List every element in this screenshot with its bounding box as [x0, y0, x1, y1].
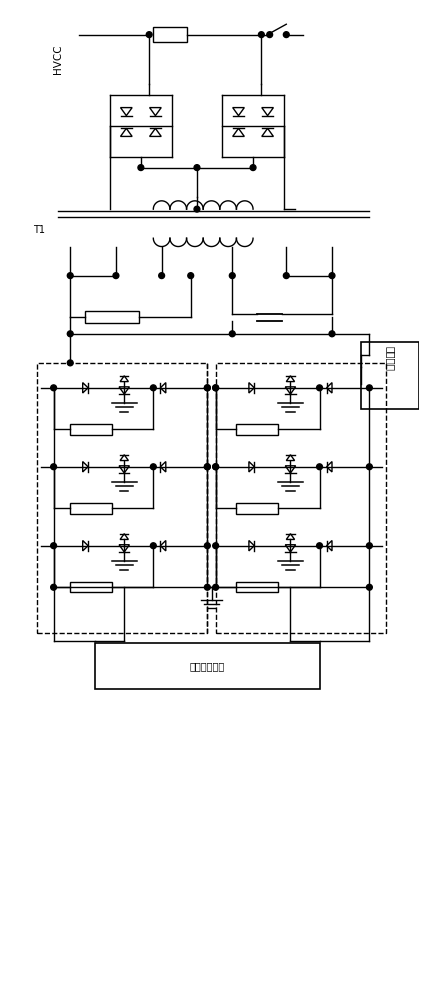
Circle shape: [146, 32, 152, 38]
Circle shape: [283, 32, 289, 38]
Circle shape: [151, 464, 156, 470]
Bar: [95, 643, 319, 689]
Bar: [216, 363, 386, 633]
Circle shape: [267, 32, 272, 38]
Circle shape: [67, 331, 73, 337]
Circle shape: [229, 331, 235, 337]
Circle shape: [204, 385, 210, 391]
Circle shape: [188, 273, 194, 279]
Circle shape: [204, 385, 210, 391]
Circle shape: [366, 464, 372, 470]
Circle shape: [204, 584, 210, 590]
Circle shape: [138, 165, 144, 171]
Circle shape: [151, 385, 156, 391]
Circle shape: [329, 273, 335, 279]
Circle shape: [329, 331, 335, 337]
Circle shape: [51, 584, 57, 590]
Circle shape: [317, 464, 322, 470]
Bar: [153, 27, 187, 42]
Circle shape: [51, 385, 57, 391]
Text: 充电电组: 充电电组: [385, 346, 395, 371]
Circle shape: [317, 543, 322, 549]
Text: T1: T1: [33, 225, 45, 235]
Bar: [236, 424, 278, 435]
Circle shape: [366, 543, 372, 549]
Circle shape: [366, 584, 372, 590]
Circle shape: [194, 165, 200, 171]
Circle shape: [67, 273, 73, 279]
Bar: [70, 503, 112, 514]
Circle shape: [213, 464, 219, 470]
Circle shape: [204, 543, 210, 549]
Circle shape: [366, 385, 372, 391]
Bar: [37, 363, 207, 633]
Circle shape: [151, 543, 156, 549]
Circle shape: [213, 385, 219, 391]
Circle shape: [317, 385, 322, 391]
Bar: [85, 311, 139, 323]
Circle shape: [113, 273, 119, 279]
Bar: [361, 342, 419, 409]
Circle shape: [250, 165, 256, 171]
Circle shape: [159, 273, 165, 279]
Circle shape: [51, 543, 57, 549]
Text: 电平转换单元: 电平转换单元: [190, 661, 225, 671]
Circle shape: [67, 360, 73, 366]
Text: HVCC: HVCC: [53, 45, 63, 74]
Circle shape: [204, 464, 210, 470]
Circle shape: [213, 543, 219, 549]
Circle shape: [213, 464, 219, 470]
Bar: [236, 582, 278, 592]
Circle shape: [258, 32, 264, 38]
Circle shape: [213, 584, 219, 590]
Circle shape: [283, 273, 289, 279]
Bar: [70, 424, 112, 435]
Circle shape: [213, 385, 219, 391]
Circle shape: [51, 464, 57, 470]
Bar: [70, 582, 112, 592]
Circle shape: [229, 273, 235, 279]
Bar: [236, 503, 278, 514]
Circle shape: [194, 206, 200, 212]
Circle shape: [204, 464, 210, 470]
